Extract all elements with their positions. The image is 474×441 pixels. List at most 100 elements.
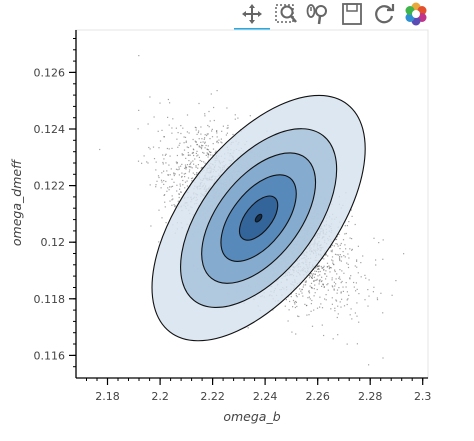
bokeh-logo-link[interactable] bbox=[404, 2, 428, 26]
sample-point bbox=[211, 130, 213, 132]
sample-point bbox=[193, 154, 195, 157]
sample-point bbox=[180, 132, 182, 135]
sample-point bbox=[335, 299, 337, 301]
sample-point bbox=[175, 161, 177, 163]
sample-point bbox=[317, 268, 319, 270]
sample-point bbox=[181, 176, 183, 178]
sample-point bbox=[183, 142, 185, 144]
sample-point bbox=[157, 175, 160, 177]
sample-point bbox=[169, 155, 171, 157]
sample-point bbox=[179, 188, 181, 190]
sample-point bbox=[341, 298, 343, 300]
sample-point bbox=[315, 266, 317, 268]
sample-point bbox=[315, 270, 318, 272]
sample-point bbox=[209, 138, 211, 140]
sample-point bbox=[207, 133, 209, 135]
sample-point bbox=[191, 152, 193, 154]
sample-point bbox=[168, 189, 170, 191]
box-zoom-tool-button[interactable] bbox=[274, 2, 298, 26]
sample-point bbox=[320, 265, 322, 268]
x-tick-label: 2.28 bbox=[358, 390, 383, 403]
sample-point bbox=[221, 130, 223, 132]
sample-point bbox=[354, 265, 356, 267]
sample-point bbox=[351, 215, 353, 217]
sample-point bbox=[335, 283, 337, 285]
axes bbox=[75, 30, 428, 379]
sample-point bbox=[208, 151, 211, 153]
sample-point bbox=[295, 333, 297, 335]
sample-point bbox=[295, 300, 297, 303]
sample-point bbox=[336, 236, 338, 238]
sample-point bbox=[331, 251, 333, 253]
sample-point bbox=[295, 293, 297, 295]
sample-point bbox=[330, 250, 332, 252]
sample-point bbox=[204, 134, 206, 136]
sample-point bbox=[171, 178, 173, 180]
sample-point bbox=[247, 327, 249, 329]
sample-point bbox=[289, 300, 291, 303]
sample-point bbox=[191, 167, 193, 169]
sample-point bbox=[178, 196, 180, 199]
sample-point bbox=[182, 127, 184, 129]
sample-point bbox=[333, 245, 335, 247]
sample-point bbox=[382, 239, 384, 241]
sample-point bbox=[357, 272, 359, 274]
sample-point bbox=[189, 166, 191, 168]
sample-point bbox=[166, 190, 168, 192]
sample-point bbox=[346, 299, 348, 301]
sample-point bbox=[167, 187, 169, 189]
pan-tool-button[interactable] bbox=[234, 2, 270, 30]
sample-point bbox=[302, 295, 304, 297]
sample-point bbox=[327, 283, 329, 285]
sample-point bbox=[331, 285, 333, 287]
sample-point bbox=[291, 331, 293, 333]
sample-point bbox=[184, 172, 187, 175]
y-axis-label: omega_dmeff bbox=[9, 158, 24, 246]
sample-point bbox=[200, 146, 202, 148]
sample-point bbox=[178, 166, 180, 168]
sample-point bbox=[234, 118, 236, 120]
sample-point bbox=[344, 244, 346, 246]
sample-point bbox=[214, 151, 216, 154]
sample-point bbox=[187, 154, 189, 156]
reset-tool-button[interactable] bbox=[372, 2, 396, 26]
sample-point bbox=[167, 116, 169, 118]
sample-point bbox=[313, 309, 315, 311]
sample-point bbox=[360, 262, 362, 264]
sample-point bbox=[191, 180, 193, 182]
sample-point bbox=[315, 267, 317, 269]
sample-point bbox=[163, 136, 165, 138]
sample-point bbox=[339, 244, 341, 246]
sample-point bbox=[341, 280, 343, 283]
sample-point bbox=[380, 292, 382, 294]
sample-point bbox=[164, 206, 166, 208]
sample-point bbox=[190, 145, 192, 147]
sample-point bbox=[313, 276, 315, 278]
sample-point bbox=[159, 102, 161, 104]
sample-point bbox=[210, 93, 212, 95]
wheel-zoom-tool-button[interactable] bbox=[306, 2, 330, 26]
save-tool-button[interactable] bbox=[340, 2, 364, 26]
sample-point bbox=[327, 289, 329, 291]
sample-point bbox=[216, 140, 218, 142]
sample-point bbox=[307, 297, 309, 299]
sample-point bbox=[211, 128, 213, 130]
sample-point bbox=[358, 321, 360, 323]
sample-point bbox=[324, 298, 326, 300]
sample-point bbox=[303, 284, 305, 286]
sample-point bbox=[217, 142, 219, 144]
sample-point bbox=[325, 270, 327, 272]
sample-point bbox=[176, 184, 178, 186]
sample-point bbox=[294, 303, 296, 305]
sample-point bbox=[196, 144, 198, 146]
sample-point bbox=[186, 114, 189, 116]
sample-point bbox=[325, 294, 327, 296]
sample-point bbox=[149, 96, 151, 98]
sample-point bbox=[206, 152, 208, 154]
sample-point bbox=[338, 276, 341, 278]
sample-point bbox=[336, 289, 339, 291]
sample-point bbox=[323, 258, 325, 260]
sample-point bbox=[197, 172, 199, 174]
